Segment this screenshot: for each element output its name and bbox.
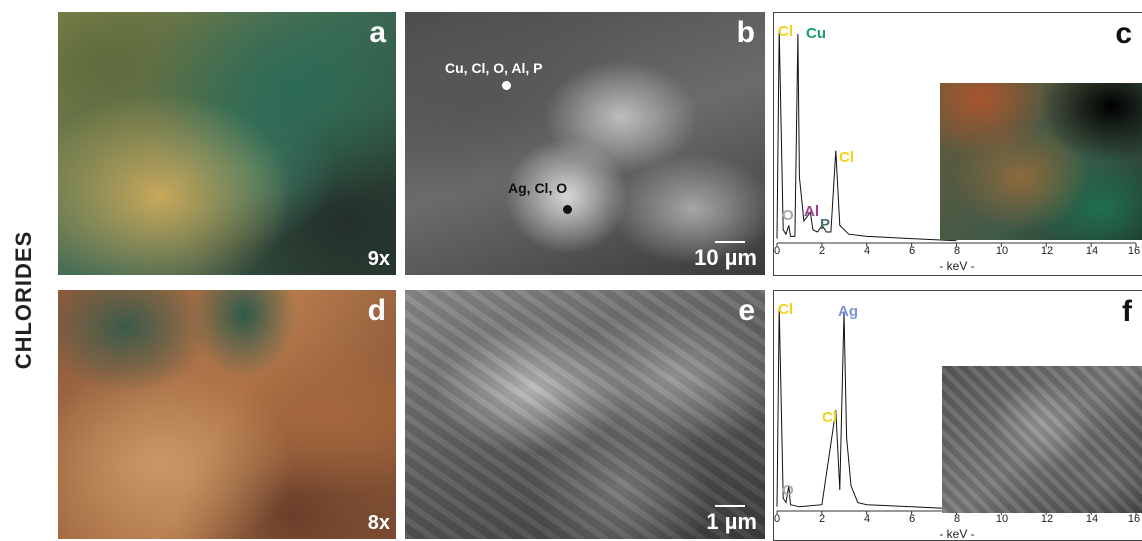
panel-f-eds-spectrum: f Cl Ag Cl O 0 2 4 6 8 10 12 14 16 - keV… bbox=[773, 290, 1142, 541]
tick-f-10: 10 bbox=[995, 513, 1009, 525]
tick-c-8: 8 bbox=[953, 245, 961, 257]
spectrum-c-plot bbox=[776, 29, 1137, 247]
tick-f-12: 12 bbox=[1040, 513, 1054, 525]
peak-label-al: Al bbox=[804, 203, 819, 220]
panel-a-optical-image: a 9x bbox=[58, 12, 396, 275]
tick-f-16: 16 bbox=[1127, 513, 1141, 525]
tick-c-0: 0 bbox=[773, 245, 781, 257]
peak-label-cl-1: Cl bbox=[778, 23, 793, 40]
row-label: CHLORIDES bbox=[0, 0, 48, 539]
tick-c-2: 2 bbox=[818, 245, 826, 257]
tick-f-6: 6 bbox=[908, 513, 916, 525]
panel-a-label: a bbox=[369, 16, 386, 49]
peak-label-o: O bbox=[782, 207, 794, 224]
tick-f-0: 0 bbox=[773, 513, 781, 525]
point2-label: Ag, Cl, O bbox=[508, 180, 568, 196]
tick-c-10: 10 bbox=[995, 245, 1009, 257]
tick-f-8: 8 bbox=[953, 513, 961, 525]
tick-c-14: 14 bbox=[1085, 245, 1099, 257]
panel-d-label: d bbox=[367, 294, 386, 327]
panel-c-label: c bbox=[1115, 17, 1132, 50]
scale-bar-e-label: 1 µm bbox=[706, 509, 757, 534]
tick-c-6: 6 bbox=[908, 245, 916, 257]
row-label-text: CHLORIDES bbox=[11, 230, 36, 370]
panel-e-label: e bbox=[738, 294, 755, 327]
panel-f-inset-image bbox=[942, 366, 1142, 513]
panel-b-label: b bbox=[736, 16, 755, 49]
scale-bar-b-label: 10 µm bbox=[694, 245, 757, 270]
spectrum-line bbox=[776, 307, 1002, 510]
panel-e-sem-image: e 1 µm bbox=[405, 290, 765, 539]
panel-d-optical-image: d 8x bbox=[58, 290, 396, 539]
scale-bar-b bbox=[715, 241, 745, 243]
tick-c-16: 16 bbox=[1127, 245, 1141, 257]
panel-d-magnification: 8x bbox=[367, 512, 390, 534]
point1-label: Cu, Cl, O, Al, P bbox=[445, 60, 543, 76]
x-axis-label-f: - keV - bbox=[939, 527, 975, 541]
scale-bar-e bbox=[715, 505, 745, 507]
panel-c-inset-image bbox=[940, 83, 1142, 240]
peak-label-cl-2: Cl bbox=[839, 149, 854, 166]
peak-label-o: O bbox=[782, 482, 794, 499]
peak-label-cl-1: Cl bbox=[778, 301, 793, 318]
point2-marker bbox=[563, 205, 572, 214]
panel-c-eds-spectrum: c Cl Cu Cl O Al P 0 2 4 6 8 10 12 14 16 … bbox=[773, 12, 1142, 276]
tick-f-2: 2 bbox=[818, 513, 826, 525]
spectrum-line bbox=[776, 29, 957, 242]
tick-f-4: 4 bbox=[863, 513, 871, 525]
panel-a-magnification: 9x bbox=[367, 248, 390, 270]
peak-label-p: P bbox=[820, 216, 831, 233]
tick-f-14: 14 bbox=[1085, 513, 1099, 525]
peak-label-cl-2: Cl bbox=[822, 409, 837, 426]
peak-label-cu: Cu bbox=[806, 25, 826, 42]
peak-label-ag: Ag bbox=[838, 303, 858, 320]
panel-b-sem-image: b Cu, Cl, O, Al, P Ag, Cl, O 10 µm bbox=[405, 12, 765, 275]
panel-f-label: f bbox=[1122, 295, 1132, 328]
tick-c-12: 12 bbox=[1040, 245, 1054, 257]
x-axis-label-c: - keV - bbox=[939, 259, 975, 273]
tick-c-4: 4 bbox=[863, 245, 871, 257]
point1-marker bbox=[502, 81, 511, 90]
